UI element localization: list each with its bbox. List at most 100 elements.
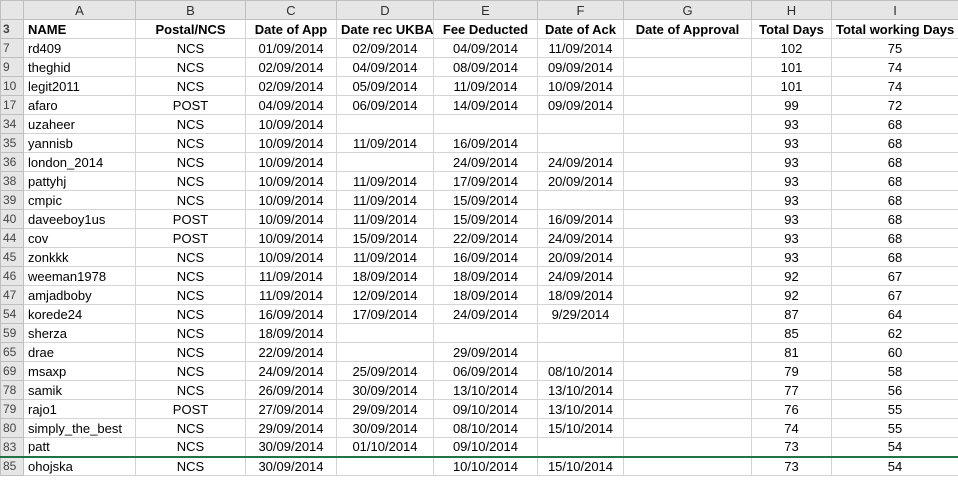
cell[interactable]: NCS xyxy=(135,342,246,362)
cell[interactable]: 101 xyxy=(751,76,832,96)
cell[interactable]: 16/09/2014 xyxy=(245,304,337,324)
cell[interactable]: POST xyxy=(135,399,246,419)
cell[interactable]: 22/09/2014 xyxy=(245,342,337,362)
cell[interactable]: NCS xyxy=(135,437,246,458)
cell[interactable]: NCS xyxy=(135,361,246,381)
cell[interactable]: amjadboby xyxy=(23,285,136,305)
cell[interactable]: 02/09/2014 xyxy=(245,57,337,77)
cell[interactable] xyxy=(433,323,538,343)
cell[interactable]: 99 xyxy=(751,95,832,115)
cell[interactable]: 30/09/2014 xyxy=(245,437,337,458)
row-number[interactable]: 7 xyxy=(0,38,24,58)
cell[interactable]: 24/09/2014 xyxy=(537,152,624,172)
cell[interactable]: 68 xyxy=(831,152,958,172)
cell[interactable] xyxy=(623,456,752,476)
row-number[interactable]: 78 xyxy=(0,380,24,400)
row-number[interactable]: 54 xyxy=(0,304,24,324)
cell[interactable]: pattyhj xyxy=(23,171,136,191)
cell[interactable] xyxy=(623,266,752,286)
cell[interactable]: 10/10/2014 xyxy=(433,456,538,476)
cell[interactable] xyxy=(623,38,752,58)
row-number[interactable]: 59 xyxy=(0,323,24,343)
cell[interactable]: NCS xyxy=(135,418,246,438)
cell[interactable]: 73 xyxy=(751,456,832,476)
cell[interactable] xyxy=(537,133,624,153)
cell[interactable] xyxy=(623,361,752,381)
cell[interactable]: POST xyxy=(135,209,246,229)
cell[interactable]: 16/09/2014 xyxy=(537,209,624,229)
row-number[interactable]: 36 xyxy=(0,152,24,172)
cell[interactable] xyxy=(623,228,752,248)
cell[interactable]: 15/09/2014 xyxy=(433,190,538,210)
cell[interactable]: NCS xyxy=(135,57,246,77)
cell[interactable]: 93 xyxy=(751,209,832,229)
select-all-corner[interactable] xyxy=(0,0,24,20)
cell[interactable]: 24/09/2014 xyxy=(433,152,538,172)
cell[interactable] xyxy=(623,190,752,210)
cell[interactable]: afaro xyxy=(23,95,136,115)
cell[interactable]: 60 xyxy=(831,342,958,362)
cell[interactable]: rajo1 xyxy=(23,399,136,419)
cell[interactable]: 68 xyxy=(831,209,958,229)
cell[interactable]: 10/09/2014 xyxy=(245,247,337,267)
cell[interactable]: 9/29/2014 xyxy=(537,304,624,324)
cell[interactable]: NCS xyxy=(135,114,246,134)
cell[interactable]: cov xyxy=(23,228,136,248)
cell[interactable]: 18/09/2014 xyxy=(537,285,624,305)
cell[interactable]: 12/09/2014 xyxy=(336,285,434,305)
cell[interactable]: 55 xyxy=(831,418,958,438)
cell[interactable]: 02/09/2014 xyxy=(336,38,434,58)
cell[interactable]: 10/09/2014 xyxy=(537,76,624,96)
cell[interactable]: 93 xyxy=(751,190,832,210)
cell[interactable]: simply_the_best xyxy=(23,418,136,438)
row-number[interactable]: 34 xyxy=(0,114,24,134)
column-header-b[interactable]: B xyxy=(135,0,246,20)
cell[interactable]: 74 xyxy=(831,57,958,77)
row-number[interactable]: 17 xyxy=(0,95,24,115)
cell[interactable] xyxy=(537,437,624,458)
cell[interactable]: 77 xyxy=(751,380,832,400)
cell[interactable]: 55 xyxy=(831,399,958,419)
cell[interactable]: 74 xyxy=(751,418,832,438)
cell[interactable]: 68 xyxy=(831,228,958,248)
cell[interactable]: NCS xyxy=(135,266,246,286)
row-number[interactable]: 40 xyxy=(0,209,24,229)
cell[interactable]: 93 xyxy=(751,133,832,153)
cell[interactable]: 93 xyxy=(751,171,832,191)
cell[interactable]: 11/09/2014 xyxy=(245,285,337,305)
cell[interactable]: 17/09/2014 xyxy=(433,171,538,191)
cell[interactable]: 10/09/2014 xyxy=(245,209,337,229)
cell[interactable]: 85 xyxy=(751,323,832,343)
cell[interactable]: 18/09/2014 xyxy=(336,266,434,286)
row-number[interactable]: 44 xyxy=(0,228,24,248)
cell[interactable]: 18/09/2014 xyxy=(433,285,538,305)
cell[interactable]: 11/09/2014 xyxy=(336,171,434,191)
cell[interactable] xyxy=(623,399,752,419)
cell[interactable]: ohojska xyxy=(23,456,136,476)
cell[interactable]: NCS xyxy=(135,380,246,400)
row-number[interactable]: 69 xyxy=(0,361,24,381)
row-number[interactable]: 80 xyxy=(0,418,24,438)
cell[interactable]: NCS xyxy=(135,247,246,267)
cell[interactable]: NCS xyxy=(135,171,246,191)
cell[interactable]: 06/09/2014 xyxy=(336,95,434,115)
cell[interactable]: 15/09/2014 xyxy=(433,209,538,229)
cell[interactable]: 93 xyxy=(751,247,832,267)
cell[interactable]: 09/09/2014 xyxy=(537,95,624,115)
row-number[interactable]: 85 xyxy=(0,456,24,476)
cell[interactable]: 11/09/2014 xyxy=(336,209,434,229)
cell[interactable] xyxy=(537,342,624,362)
cell[interactable]: 11/09/2014 xyxy=(433,76,538,96)
cell[interactable]: london_2014 xyxy=(23,152,136,172)
cell[interactable]: 68 xyxy=(831,190,958,210)
cell[interactable]: 18/09/2014 xyxy=(433,266,538,286)
cell[interactable]: 15/10/2014 xyxy=(537,456,624,476)
cell[interactable]: POST xyxy=(135,228,246,248)
cell[interactable]: 10/09/2014 xyxy=(245,152,337,172)
cell[interactable]: 67 xyxy=(831,266,958,286)
cell[interactable]: 20/09/2014 xyxy=(537,171,624,191)
cell[interactable]: 29/09/2014 xyxy=(336,399,434,419)
cell[interactable] xyxy=(623,304,752,324)
column-header-e[interactable]: E xyxy=(433,0,538,20)
column-header-c[interactable]: C xyxy=(245,0,337,20)
